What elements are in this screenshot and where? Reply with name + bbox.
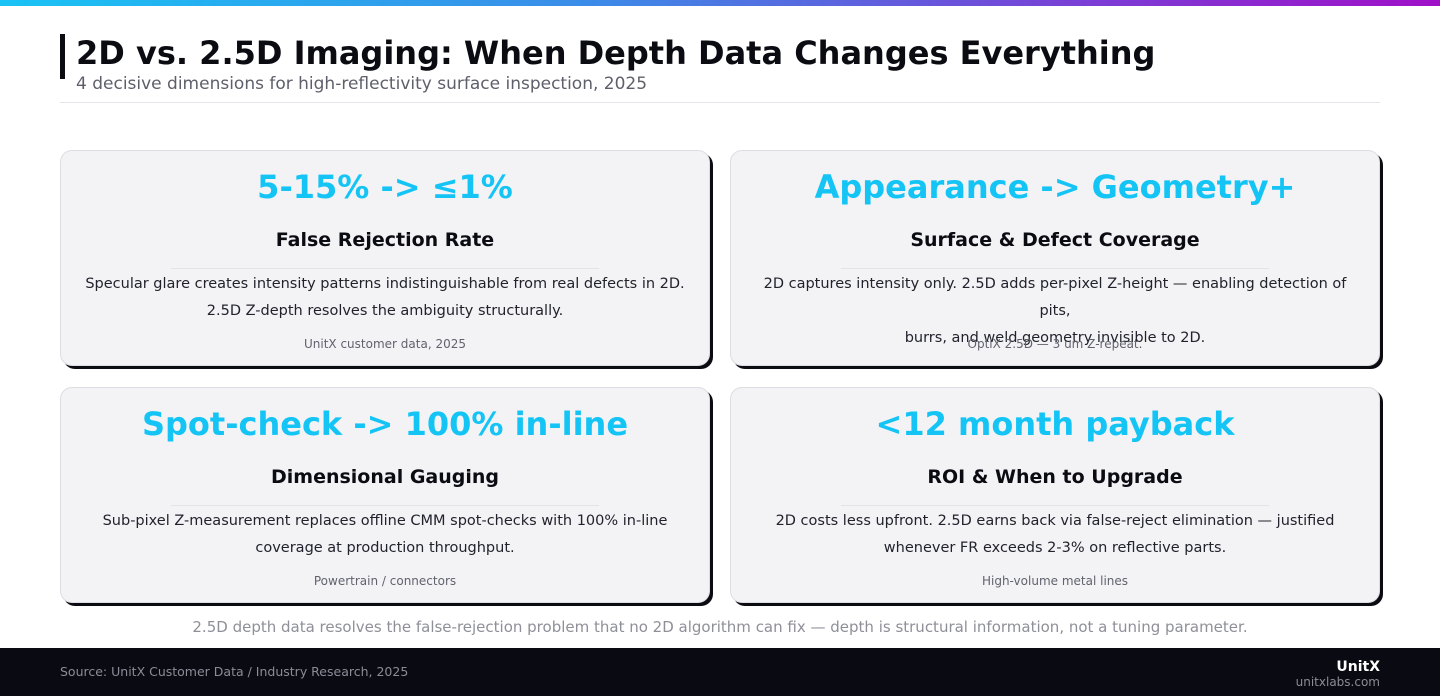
card-divider (841, 505, 1269, 506)
card-heading: Surface & Defect Coverage (910, 229, 1200, 251)
card-body-line: burrs, and weld geometry invisible to 2D… (904, 330, 1206, 346)
title-accent-bar (60, 34, 65, 79)
card-surface-defect-coverage: Appearance -> Geometry+ Surface & Defect… (730, 150, 1380, 366)
card-body: 2D captures intensity only. 2.5D adds pe… (751, 271, 1359, 352)
card-roi-upgrade: <12 month payback ROI & When to Upgrade … (730, 387, 1380, 603)
card-metric: <12 month payback (875, 405, 1235, 443)
card-source: UnitX customer data, 2025 (304, 337, 466, 351)
page-subtitle: 4 decisive dimensions for high-reflectiv… (76, 74, 648, 94)
card-body-line: 2.5D Z-depth resolves the ambiguity stru… (206, 303, 564, 319)
card-divider (171, 268, 599, 269)
card-false-rejection-rate: 5-15% -> ≤1% False Rejection Rate Specul… (60, 150, 710, 366)
footer-source: Source: UnitX Customer Data / Industry R… (60, 664, 409, 679)
page-header: 2D vs. 2.5D Imaging: When Depth Data Cha… (60, 34, 1380, 103)
card-heading: False Rejection Rate (275, 229, 495, 251)
card-body-line: 2D costs less upfront. 2.5D earns back v… (775, 513, 1335, 529)
card-body: Specular glare creates intensity pattern… (81, 271, 689, 325)
footer: Source: UnitX Customer Data / Industry R… (0, 648, 1440, 696)
card-source: High-volume metal lines (981, 574, 1129, 588)
card-body-line: coverage at production throughput. (255, 540, 515, 556)
card-metric: Spot-check -> 100% in-line (141, 405, 629, 443)
card-metric: Appearance -> Geometry+ (814, 168, 1296, 206)
takeaway-text: 2.5D depth data resolves the false-rejec… (192, 618, 1248, 636)
card-body-line: whenever FR exceeds 2-3% on reflective p… (883, 540, 1227, 556)
footer-brand: UnitX (1336, 659, 1380, 675)
card-dimensional-gauging: Spot-check -> 100% in-line Dimensional G… (60, 387, 710, 603)
card-divider (171, 505, 599, 506)
card-source: Powertrain / connectors (313, 574, 457, 588)
card-heading: ROI & When to Upgrade (927, 466, 1183, 488)
card-source: OptiX 2.5D — 3 um Z-repeat. (967, 337, 1143, 351)
card-body-line: Specular glare creates intensity pattern… (85, 276, 685, 292)
card-body: 2D costs less upfront. 2.5D earns back v… (751, 508, 1359, 562)
page-title: 2D vs. 2.5D Imaging: When Depth Data Cha… (76, 34, 1156, 72)
card-body: Sub-pixel Z-measurement replaces offline… (81, 508, 689, 562)
card-body-line: 2D captures intensity only. 2.5D adds pe… (763, 276, 1347, 319)
card-body-line: Sub-pixel Z-measurement replaces offline… (102, 513, 668, 529)
top-gradient-bar (0, 0, 1440, 6)
card-heading: Dimensional Gauging (270, 466, 500, 488)
card-metric: 5-15% -> ≤1% (257, 168, 513, 206)
card-divider (841, 268, 1269, 269)
footer-url: unitxlabs.com (1295, 675, 1380, 689)
